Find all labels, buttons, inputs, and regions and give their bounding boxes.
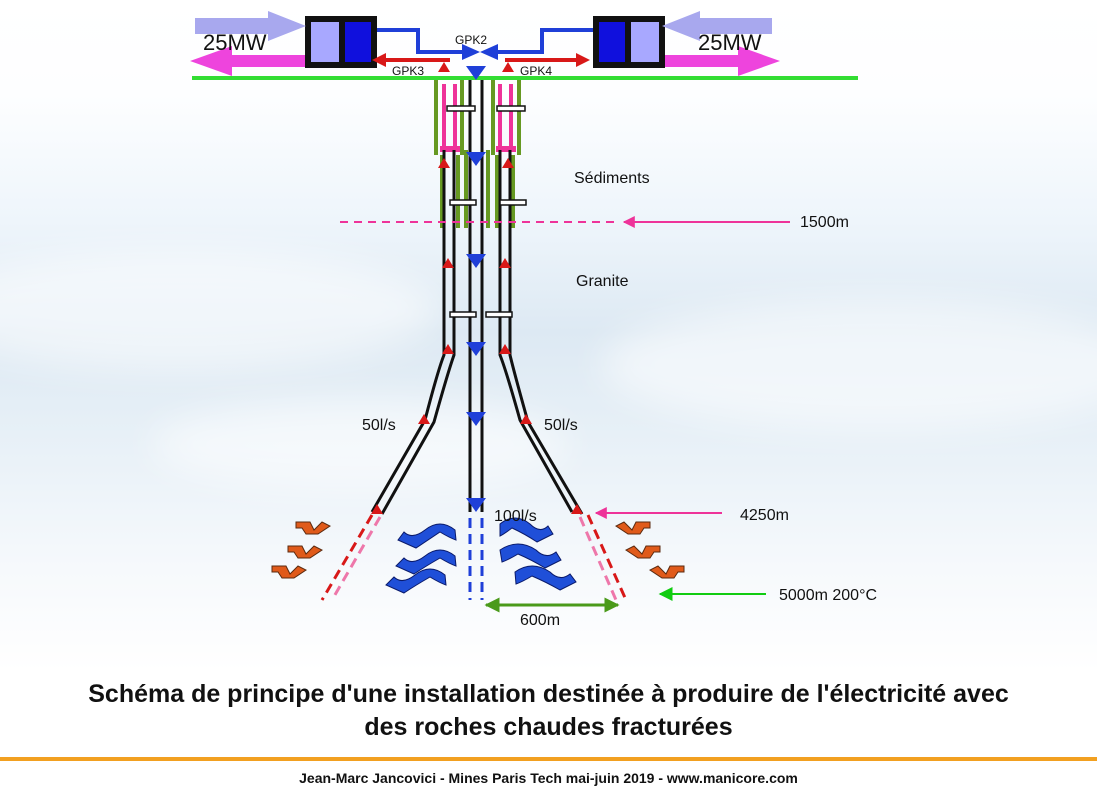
slide-caption: Schéma de principe d'une installation de… bbox=[0, 678, 1097, 744]
layer-label-granite: Granite bbox=[576, 273, 629, 290]
background-cloud bbox=[600, 300, 1097, 430]
heat-wave-icon bbox=[385, 517, 577, 594]
power-plant-icon bbox=[305, 16, 377, 68]
well-label-gpk2: GPK2 bbox=[455, 33, 488, 47]
caption-line-2: des roches chaudes fracturées bbox=[364, 713, 733, 741]
power-label-left: 25MW bbox=[203, 30, 267, 55]
casing-shoe bbox=[446, 105, 527, 318]
flow-label-center: 100l/s bbox=[494, 508, 537, 525]
power-label-right: 25MW bbox=[698, 30, 762, 55]
power-output-arrow bbox=[190, 46, 305, 76]
injection-line bbox=[377, 28, 468, 54]
rock-heat-arrow bbox=[271, 521, 685, 579]
open-hole-section bbox=[320, 514, 628, 601]
heat-input-arrow bbox=[195, 11, 306, 41]
flow-arrow-icon bbox=[480, 44, 498, 60]
slide-footer: Jean-Marc Jancovici - Mines Paris Tech m… bbox=[299, 770, 798, 786]
background-cloud bbox=[0, 250, 440, 370]
flow-arrow-icon bbox=[576, 53, 590, 67]
depth-label-5000: 5000m 200°C bbox=[779, 587, 878, 604]
heat-input-arrow bbox=[662, 11, 772, 41]
pump-icon bbox=[371, 62, 583, 514]
heat-exchanger-icon bbox=[442, 84, 513, 148]
caption-line-1: Schéma de principe d'une installation de… bbox=[88, 680, 1009, 708]
heat-exchanger-icon bbox=[496, 146, 516, 152]
flow-arrow-icon bbox=[462, 44, 480, 60]
flow-label-right: 50l/s bbox=[544, 417, 578, 434]
layer-label-sediments: Sédiments bbox=[574, 170, 650, 187]
power-output-arrow bbox=[665, 46, 780, 76]
well-label-gpk3: GPK3 bbox=[392, 64, 425, 78]
flow-arrow-icon bbox=[372, 53, 386, 67]
flow-label-left: 50l/s bbox=[362, 417, 396, 434]
heat-exchanger-icon bbox=[440, 146, 460, 152]
background-cloud bbox=[150, 400, 570, 490]
power-plant-icon bbox=[593, 16, 665, 68]
wellbore bbox=[370, 80, 584, 515]
spacing-label: 600m bbox=[520, 612, 561, 629]
depth-label-1500: 1500m bbox=[800, 214, 849, 231]
depth-label-4250: 4250m bbox=[740, 507, 789, 524]
injection-line bbox=[490, 28, 593, 54]
well-casing bbox=[434, 80, 521, 228]
well-label-gpk4: GPK4 bbox=[520, 64, 553, 78]
flow-arrow-icon bbox=[466, 66, 486, 512]
geothermal-diagram bbox=[190, 11, 858, 613]
footer-rule bbox=[0, 757, 1097, 761]
